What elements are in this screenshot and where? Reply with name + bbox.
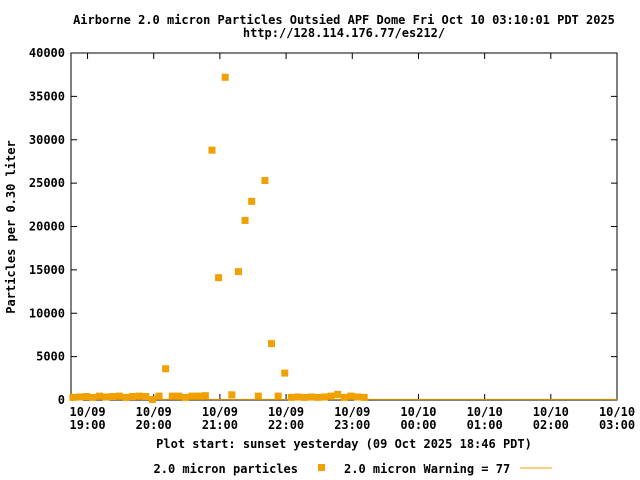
data-point bbox=[215, 274, 223, 282]
data-point bbox=[274, 392, 282, 400]
legend-marker-particles bbox=[318, 464, 325, 471]
data-point bbox=[188, 392, 196, 400]
data-point bbox=[287, 393, 295, 401]
data-point bbox=[142, 393, 150, 401]
data-point bbox=[360, 393, 368, 401]
data-point bbox=[327, 392, 335, 400]
y-axis: 0 5000 10000 15000 20000 25000 30000 35000 40000 bbox=[29, 46, 617, 407]
legend: 2.0 micron particles 2.0 micron Warning … bbox=[154, 462, 552, 476]
legend-label-particles: 2.0 micron particles bbox=[154, 462, 299, 476]
data-point bbox=[347, 392, 355, 400]
data-point bbox=[241, 216, 249, 224]
x-tick-label-time: 02:00 bbox=[533, 418, 569, 432]
x-tick-label-date: 10/10 bbox=[467, 405, 503, 419]
data-point bbox=[129, 393, 137, 401]
chart-subtitle: http://128.114.176.77/es212/ bbox=[243, 26, 445, 40]
data-point bbox=[102, 393, 110, 401]
x-tick-label-date: 10/09 bbox=[69, 405, 105, 419]
chart-title: Airborne 2.0 micron Particles Outsied AP… bbox=[73, 13, 615, 27]
x-tick-label-date: 10/09 bbox=[334, 405, 370, 419]
data-point bbox=[228, 391, 236, 399]
data-point bbox=[234, 268, 242, 276]
data-point bbox=[307, 393, 315, 401]
data-point bbox=[109, 393, 117, 401]
data-point bbox=[135, 392, 143, 400]
data-point bbox=[89, 393, 97, 401]
x-tick-label-date: 10/10 bbox=[599, 405, 635, 419]
y-tick-label: 40000 bbox=[29, 46, 65, 60]
data-point bbox=[254, 392, 262, 400]
y-tick-label: 25000 bbox=[29, 176, 65, 190]
x-tick-label-time: 00:00 bbox=[400, 418, 436, 432]
data-point bbox=[320, 393, 328, 401]
data-point bbox=[155, 392, 163, 400]
x-tick-label-date: 10/09 bbox=[136, 405, 172, 419]
data-point bbox=[82, 393, 90, 401]
data-point bbox=[181, 393, 189, 401]
data-point bbox=[354, 393, 362, 401]
x-axis-label: Plot start: sunset yesterday (09 Oct 202… bbox=[156, 437, 532, 451]
data-point bbox=[195, 392, 203, 400]
y-tick-label: 20000 bbox=[29, 220, 65, 234]
data-point bbox=[201, 392, 209, 400]
data-point bbox=[148, 396, 156, 404]
data-point bbox=[221, 73, 229, 81]
x-tick-label-time: 23:00 bbox=[334, 418, 370, 432]
x-tick-label-time: 21:00 bbox=[202, 418, 238, 432]
data-point bbox=[76, 393, 84, 401]
y-tick-label: 15000 bbox=[29, 263, 65, 277]
data-point bbox=[334, 390, 342, 398]
x-tick-label-time: 20:00 bbox=[136, 418, 172, 432]
x-tick-label-time: 03:00 bbox=[599, 418, 635, 432]
data-point bbox=[69, 393, 77, 401]
x-tick-label-time: 22:00 bbox=[268, 418, 304, 432]
x-tick-label-date: 10/10 bbox=[533, 405, 569, 419]
data-point bbox=[314, 393, 322, 401]
data-point bbox=[208, 146, 216, 154]
data-point bbox=[122, 393, 130, 401]
data-point bbox=[294, 393, 302, 401]
data-point bbox=[248, 197, 256, 205]
data-point bbox=[268, 340, 276, 348]
data-point bbox=[162, 365, 170, 373]
data-point bbox=[301, 393, 309, 401]
data-point bbox=[175, 392, 183, 400]
data-point bbox=[261, 177, 269, 185]
data-point bbox=[95, 392, 103, 400]
y-tick-label: 0 bbox=[58, 393, 65, 407]
data-point bbox=[340, 393, 348, 401]
data-point bbox=[168, 392, 176, 400]
x-tick-label-time: 19:00 bbox=[69, 418, 105, 432]
x-tick-label-date: 10/10 bbox=[400, 405, 436, 419]
data-points bbox=[69, 73, 368, 404]
y-tick-label: 30000 bbox=[29, 133, 65, 147]
data-point bbox=[281, 369, 289, 377]
x-axis: 10/0919:0010/0920:0010/0921:0010/0922:00… bbox=[69, 53, 635, 432]
x-tick-label-date: 10/09 bbox=[202, 405, 238, 419]
y-tick-label: 5000 bbox=[36, 350, 65, 364]
x-tick-label-date: 10/09 bbox=[268, 405, 304, 419]
x-tick-label-time: 01:00 bbox=[467, 418, 503, 432]
y-tick-label: 10000 bbox=[29, 306, 65, 320]
y-tick-label: 35000 bbox=[29, 89, 65, 103]
legend-label-warning: 2.0 micron Warning = 77 bbox=[344, 462, 510, 476]
data-point bbox=[115, 392, 123, 400]
y-axis-label: Particles per 0.30 liter bbox=[4, 140, 18, 313]
